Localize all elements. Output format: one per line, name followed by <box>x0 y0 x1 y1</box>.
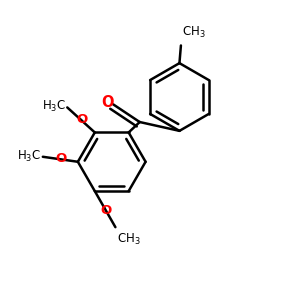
Text: CH$_3$: CH$_3$ <box>117 232 141 247</box>
Text: CH$_3$: CH$_3$ <box>182 25 206 40</box>
Text: O: O <box>102 94 114 110</box>
Text: O: O <box>56 152 67 165</box>
Text: O: O <box>76 113 88 126</box>
Text: H$_3$C: H$_3$C <box>17 149 41 164</box>
Text: O: O <box>100 204 111 217</box>
Text: H$_3$C: H$_3$C <box>42 98 66 113</box>
